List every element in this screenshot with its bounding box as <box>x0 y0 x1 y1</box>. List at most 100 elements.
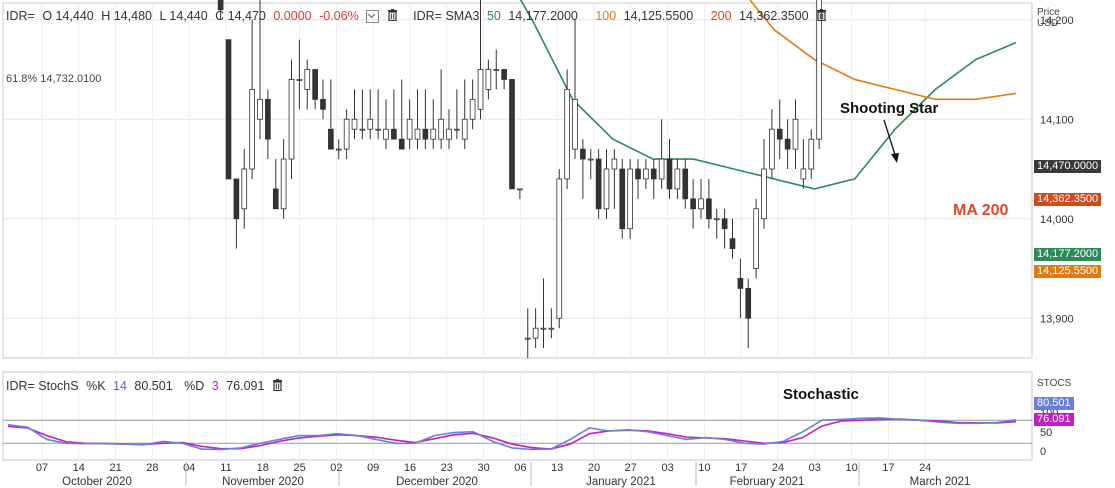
day-tick-label: 24 <box>919 462 931 474</box>
candle-body <box>312 69 318 100</box>
candle-body <box>391 128 397 140</box>
candle-body <box>713 218 720 221</box>
candle-body <box>635 168 641 180</box>
price-axis-title-line2: USD <box>1037 18 1059 29</box>
candle-body <box>335 148 342 151</box>
candle-body <box>265 98 271 140</box>
price-tick-label: 14,100 <box>1040 114 1074 126</box>
k-value: 80.501 <box>134 379 173 393</box>
day-tick-label: 14 <box>73 462 85 474</box>
candle-body <box>603 168 610 210</box>
sma100-period: 100 <box>595 9 617 23</box>
trash-icon[interactable] <box>816 9 827 24</box>
day-tick-label: 13 <box>551 462 563 474</box>
fib-label: 61.8% 14,732.0100 <box>6 73 102 85</box>
ma-line-sma-100 <box>748 0 1017 101</box>
candle-body <box>351 118 358 130</box>
candle-body <box>658 158 665 180</box>
trash-icon[interactable] <box>387 9 398 24</box>
candle-body <box>304 69 311 90</box>
month-label: February 2021 <box>730 476 805 488</box>
candle-body <box>540 327 547 330</box>
symbol-label: IDR= <box>6 9 35 23</box>
close-value: C 14,470 <box>215 9 266 23</box>
day-tick-label: 17 <box>882 462 894 474</box>
month-label: January 2021 <box>586 476 656 488</box>
stochastic-panel: 050100 <box>2 371 1058 461</box>
candlesticks <box>217 0 899 359</box>
day-tick-label: 09 <box>367 462 379 474</box>
candle-body <box>745 287 752 319</box>
candle-body <box>769 128 775 170</box>
candle-body <box>517 188 523 191</box>
candle-body <box>414 128 421 140</box>
last-price-tag: 14,470.0000 <box>1034 160 1102 173</box>
d-value: 76.091 <box>226 379 265 393</box>
price-tick-label: 14,200 <box>1040 15 1074 27</box>
open-value: O 14,440 <box>42 9 94 23</box>
month-label: October 2020 <box>62 476 132 488</box>
sma50-period: 50 <box>486 9 501 23</box>
candle-body <box>406 118 413 140</box>
candle-body <box>217 0 224 11</box>
candle-body <box>682 168 689 200</box>
candle-body <box>619 168 626 230</box>
price-axis-title: Price USD <box>1037 7 1060 29</box>
stoch-k-tag: 80.501 <box>1034 397 1074 410</box>
candle-body <box>367 118 374 130</box>
ma100-tag: 14,125.5500 <box>1034 265 1102 278</box>
day-tick-label: 25 <box>293 462 305 474</box>
candle-body <box>485 69 492 90</box>
sma50-value: 14,177.2000 <box>508 9 578 23</box>
candle-body <box>761 168 767 220</box>
day-tick-label: 07 <box>36 462 48 474</box>
change-pct-value: -0.06% <box>319 9 359 23</box>
month-label: March 2021 <box>910 476 971 488</box>
stoch-label: IDR= StochS <box>6 379 79 393</box>
candle-body <box>721 218 728 230</box>
stoch-k-line <box>7 417 1017 451</box>
day-tick-label: 03 <box>809 462 821 474</box>
day-tick-label: 04 <box>183 462 195 474</box>
candle-body <box>422 128 429 140</box>
candle-body <box>524 337 531 340</box>
ma200-annotation: MA 200 <box>953 202 1009 219</box>
candle-body <box>572 98 578 150</box>
candle-body <box>359 128 366 131</box>
candle-body <box>611 158 618 170</box>
chevron-down-icon[interactable] <box>366 10 380 24</box>
stoch-tick-label: 0 <box>1040 446 1046 458</box>
k-label: %K <box>86 379 106 393</box>
candle-body <box>398 138 405 150</box>
candle-body <box>532 327 539 339</box>
day-tick-label: 18 <box>257 462 269 474</box>
candle-body <box>454 128 460 131</box>
k-period: 14 <box>113 379 127 393</box>
candle-body <box>328 128 334 150</box>
candle-body <box>706 198 712 220</box>
candle-body <box>698 198 704 210</box>
candle-body <box>729 238 736 249</box>
shooting-star-arrow <box>883 119 897 159</box>
candle-body <box>469 98 476 120</box>
time-axis: 07 14 21 28 04 11 18 25 02 09 16 23 30 06 13 20 27 03 10 17… <box>36 462 970 488</box>
candle-body <box>643 168 649 180</box>
ma200-tag: 14,362.3500 <box>1034 193 1102 206</box>
day-tick-label: 03 <box>661 462 673 474</box>
candle-body <box>225 39 232 180</box>
stoch-axis-title: STOCS <box>1037 378 1072 389</box>
stoch-d-tag: 76.091 <box>1034 413 1074 426</box>
day-tick-label: 21 <box>109 462 121 474</box>
month-label: December 2020 <box>396 476 478 488</box>
candle-body <box>580 148 586 160</box>
trash-icon[interactable] <box>272 379 283 394</box>
candle-body <box>808 138 815 170</box>
stoch-tick-label: 50 <box>1040 427 1052 439</box>
candle-body <box>556 178 563 319</box>
low-value: L 14,440 <box>159 9 208 23</box>
candle-body <box>343 118 350 150</box>
day-tick-label: 11 <box>220 462 231 474</box>
candle-body <box>674 168 681 190</box>
candle-body <box>288 79 295 160</box>
candle-body <box>816 0 822 140</box>
